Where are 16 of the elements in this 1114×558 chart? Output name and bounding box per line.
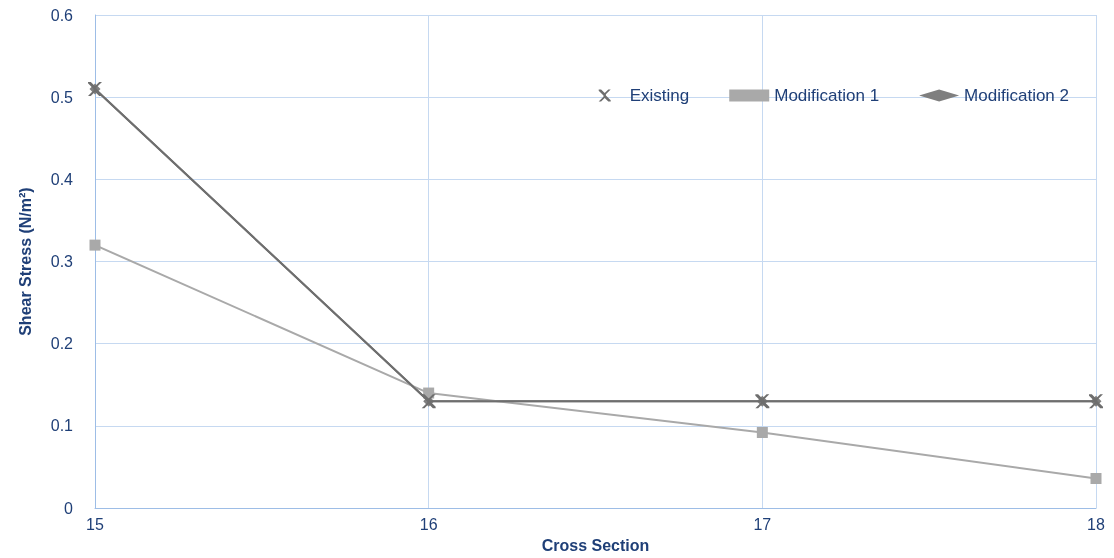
y-axis-title: Shear Stress (N/m²) (16, 187, 34, 336)
legend-label: Modification 1 (774, 86, 880, 105)
legend-label: Existing (629, 86, 690, 105)
y-tick-label: 0.5 (50, 88, 74, 106)
y-tick-label: 0.6 (50, 6, 74, 24)
legend-label: Modification 2 (964, 86, 1069, 105)
y-tick-label: 0.2 (50, 335, 74, 353)
x-tick-label: 16 (419, 515, 438, 533)
x-tick-label: 17 (753, 515, 772, 533)
y-tick-label: 0 (64, 499, 74, 517)
y-tick-label: 0.1 (50, 417, 74, 435)
y-tick-label: 0.4 (50, 170, 74, 188)
x-axis-title: Cross Section (541, 536, 650, 554)
y-tick-label: 0.3 (50, 253, 74, 271)
x-tick-label: 15 (86, 515, 104, 533)
x-tick-label: 18 (1087, 515, 1105, 533)
